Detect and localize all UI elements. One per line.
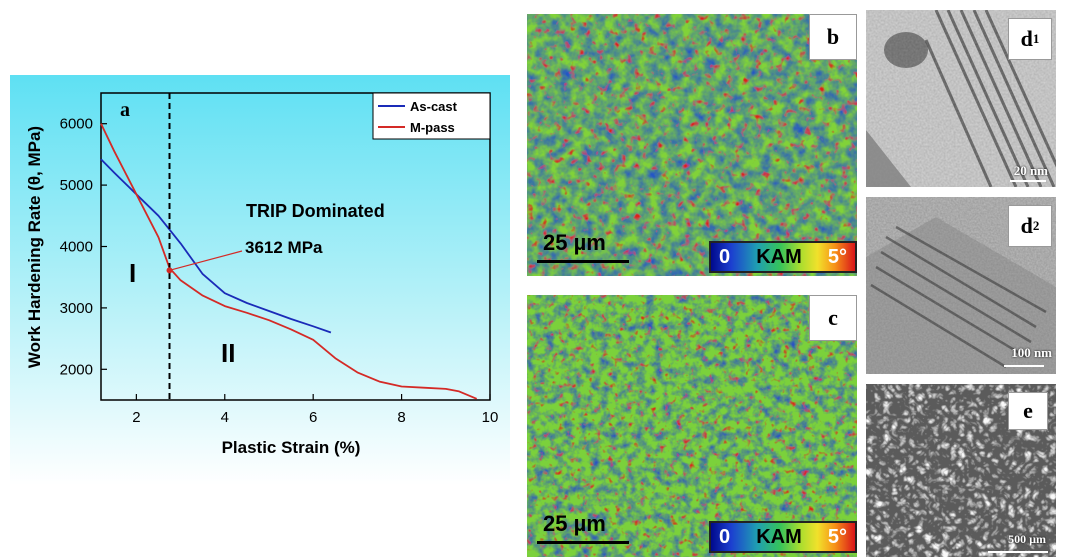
stress-point-marker	[166, 267, 173, 274]
x-tick-label: 6	[309, 409, 317, 426]
panel-label-d2-sub: 2	[1032, 218, 1040, 233]
panel-label-d2-letter: d	[1020, 213, 1033, 238]
trip-annotation: TRIP Dominated	[246, 201, 385, 221]
y-tick-label: 6000	[60, 116, 93, 133]
series-line-as-cast	[100, 158, 332, 334]
panel-label-b: b	[809, 14, 857, 60]
kam-map-c-texture	[527, 295, 857, 557]
legend: As-cast M-pass	[372, 92, 491, 140]
panel-label-c: c	[809, 295, 857, 341]
x-tick-label: 8	[397, 409, 405, 426]
kam-map-b-texture	[527, 14, 857, 276]
stress-pointer-line	[169, 250, 243, 271]
y-tick-label: 5000	[60, 177, 93, 194]
region-one-label: I	[129, 258, 136, 288]
scale-bar-d1	[1010, 180, 1046, 182]
x-axis-label: Plastic Strain (%)	[222, 438, 361, 457]
series-line-m-pass	[100, 123, 478, 400]
y-tick-label: 4000	[60, 239, 93, 256]
y-axis-label: Work Hardening Rate (θ, MPa)	[25, 126, 44, 368]
kam-legend-min-b: 0	[719, 245, 731, 268]
kam-legend-min-c: 0	[719, 525, 731, 548]
kam-legend-max-b: 5°	[827, 245, 847, 268]
sem-image-e: e 500 µm	[866, 384, 1056, 557]
region-two-label: II	[221, 338, 235, 368]
scale-label-d2: 100 nm	[1011, 345, 1052, 360]
panel-label-a: a	[120, 99, 130, 121]
stress-annotation: 3612 MPa	[245, 238, 323, 257]
kam-legend-c: 0 KAM 5°	[709, 521, 857, 553]
x-tick-label: 10	[482, 409, 499, 426]
kam-legend-name-c: KAM	[756, 525, 802, 548]
kam-legend-b: 0 KAM 5°	[709, 241, 857, 273]
kam-legend-max-c: 5°	[827, 525, 847, 548]
scale-bar-b	[537, 260, 629, 263]
scale-label-d1: 20 nm	[1013, 163, 1048, 178]
chart-background	[10, 75, 510, 485]
panel-label-e: e	[1008, 392, 1048, 430]
kam-map-c: c 25 µm 0 KAM 5°	[527, 295, 857, 557]
scale-bar-d2	[1004, 365, 1044, 367]
x-tick-label: 2	[132, 409, 140, 426]
kam-map-b: b 25 µm 0 KAM 5°	[527, 14, 857, 276]
scale-label-c: 25 µm	[543, 511, 606, 536]
y-tick-label: 2000	[60, 361, 93, 378]
scale-label-b: 25 µm	[543, 230, 606, 255]
panel-label-d1-sub: 1	[1032, 31, 1040, 46]
legend-label-m-pass: M-pass	[410, 120, 455, 135]
y-tick-label: 3000	[60, 300, 93, 317]
legend-label-as-cast: As-cast	[410, 99, 458, 114]
scale-bar-e	[988, 551, 1048, 553]
x-tick-label: 4	[221, 409, 229, 426]
work-hardening-chart: 2 4 6 8 10 2000 3000 4000 5000 6000 a TRIP Domina…	[10, 75, 510, 485]
scale-label-e: 500 µm	[1008, 532, 1046, 546]
panel-label-d1-letter: d	[1020, 26, 1033, 51]
scale-bar-c	[537, 541, 629, 544]
kam-legend-name-b: KAM	[756, 245, 802, 268]
